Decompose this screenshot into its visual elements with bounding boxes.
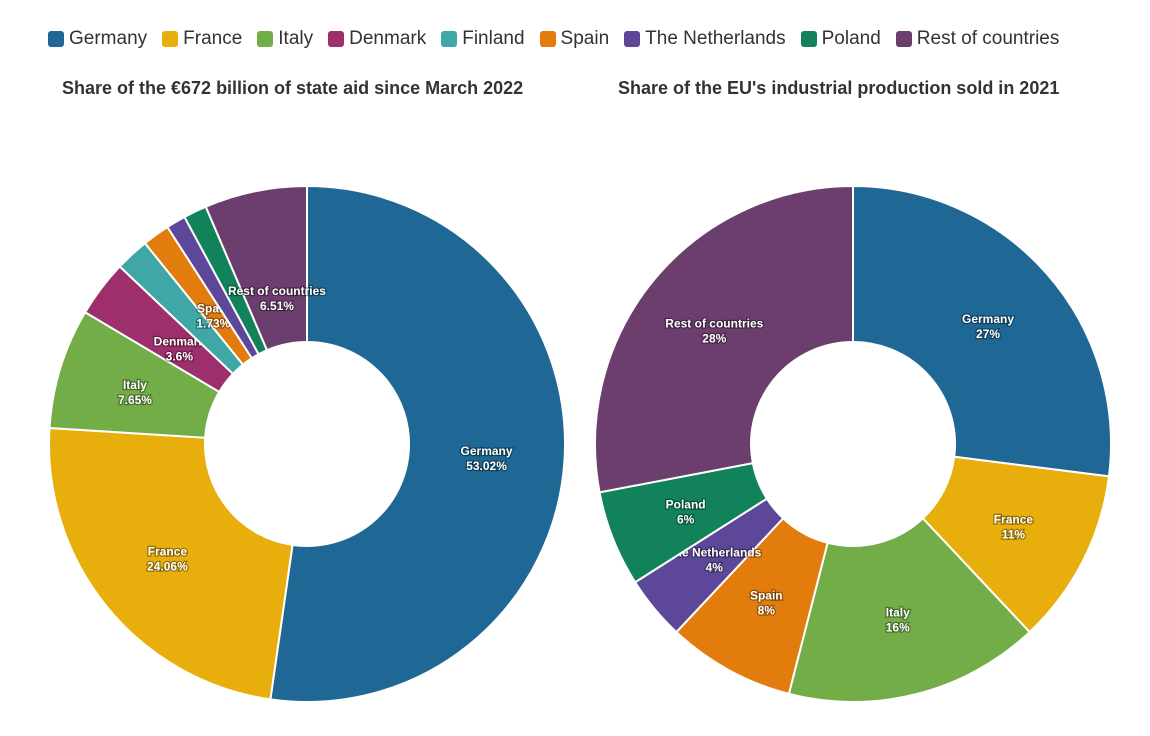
legend-label: Germany [69, 28, 148, 49]
slice-data-label: Poland 6% [666, 497, 706, 526]
slice-data-label: Rest of countries 28% [665, 316, 763, 345]
legend-item[interactable]: Italy [257, 28, 313, 50]
legend-item[interactable]: France [162, 28, 242, 50]
slice-data-label: Spain 8% [750, 589, 783, 618]
legend-swatch [257, 31, 274, 47]
chart-title-state-aid: Share of the €672 billion of state aid s… [62, 78, 524, 98]
legend-swatch [539, 31, 556, 47]
legend-swatch [162, 31, 179, 47]
donut-slice-italy[interactable] [787, 516, 1032, 703]
legend-label: Italy [278, 28, 314, 49]
legend-swatch [441, 31, 458, 47]
legend-item[interactable]: The Netherlands [624, 28, 786, 50]
legend-item[interactable]: Finland [441, 28, 525, 50]
slice-data-label: Germany 53.02% [461, 444, 513, 473]
legend-swatch [624, 31, 641, 47]
slice-data-label: France 24.06% [147, 545, 188, 574]
slice-data-label: Italy 7.65% [118, 378, 152, 407]
legend-item[interactable]: Denmark [328, 28, 426, 50]
slice-data-label: The Netherlands 4% [667, 546, 761, 575]
legend-swatch [328, 31, 345, 47]
legend-label: Spain [560, 28, 610, 49]
legend-item[interactable]: Germany [48, 28, 147, 50]
donut-slice-rest-of-countries[interactable] [594, 184, 854, 494]
donut-slice-germany[interactable] [269, 184, 566, 703]
legend-swatch [48, 31, 64, 47]
chart-legend: Germany France Italy Denmark Finland Spain The… [48, 28, 1074, 50]
donut-slice-germany[interactable] [852, 184, 1112, 478]
donut-slice-france[interactable] [921, 455, 1111, 634]
legend-item[interactable]: Spain [539, 28, 610, 50]
legend-label: France [183, 28, 243, 49]
legend-label: Poland [821, 28, 881, 49]
chart-title-industrial-production: Share of the EU's industrial production … [618, 78, 1060, 98]
donut-slice-france[interactable] [48, 426, 294, 701]
legend-label: The Netherlands [645, 28, 786, 49]
legend-item[interactable]: Poland [800, 28, 881, 50]
slice-data-label: Germany 27% [962, 312, 1014, 341]
legend-swatch [895, 31, 912, 47]
legend-label: Finland [462, 28, 525, 49]
slice-data-label: Rest of countries 6.51% [228, 284, 326, 313]
legend-item[interactable]: Rest of countries [895, 28, 1060, 50]
slice-data-label: Denmark 3.6% [154, 335, 206, 364]
legend-label: Rest of countries [916, 28, 1060, 49]
slice-data-label: Italy 16% [886, 605, 910, 634]
legend-swatch [800, 31, 817, 47]
donut-slice-rest-of-countries[interactable] [204, 184, 308, 352]
legend-label: Denmark [349, 28, 427, 49]
slice-data-label: France 11% [994, 513, 1034, 542]
